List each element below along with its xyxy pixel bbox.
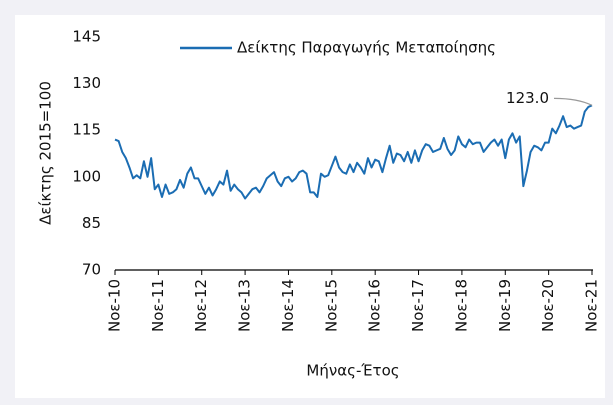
x-tick-label: Νοε-13 [236, 279, 254, 332]
x-tick-label: Νοε-15 [322, 279, 340, 332]
x-tick-label: Νοε-18 [452, 279, 470, 332]
y-tick-label: 130 [72, 74, 101, 92]
y-tick-label: 70 [82, 261, 101, 279]
x-tick-label: Νοε-17 [409, 279, 427, 332]
data-label: 123.0 [506, 89, 549, 107]
x-tick-label: Νοε-19 [496, 279, 514, 332]
x-tick-label: Νοε-14 [279, 279, 297, 332]
y-axis-label: Δείκτης 2015=100 [37, 81, 55, 225]
x-tick-label: Νοε-16 [366, 279, 384, 332]
chart-panel [15, 15, 605, 398]
x-axis-label: Μήνας-Έτος [306, 362, 399, 380]
x-tick-label: Νοε-10 [106, 279, 124, 332]
data-line [114, 104, 593, 200]
legend-label: Δείκτης Παραγωγής Μεταποίησης [237, 39, 496, 57]
x-tick-label: Νοε-21 [583, 279, 601, 332]
x-tick-label: Νοε-12 [192, 279, 210, 332]
label-leader [553, 97, 593, 106]
x-tick-label: Νοε-20 [539, 279, 557, 332]
y-tick-label: 85 [82, 214, 101, 232]
y-tick-label: 145 [72, 28, 101, 46]
x-tick-label: Νοε-11 [149, 279, 167, 332]
y-tick-label: 100 [72, 167, 101, 185]
y-tick-label: 115 [72, 121, 101, 139]
